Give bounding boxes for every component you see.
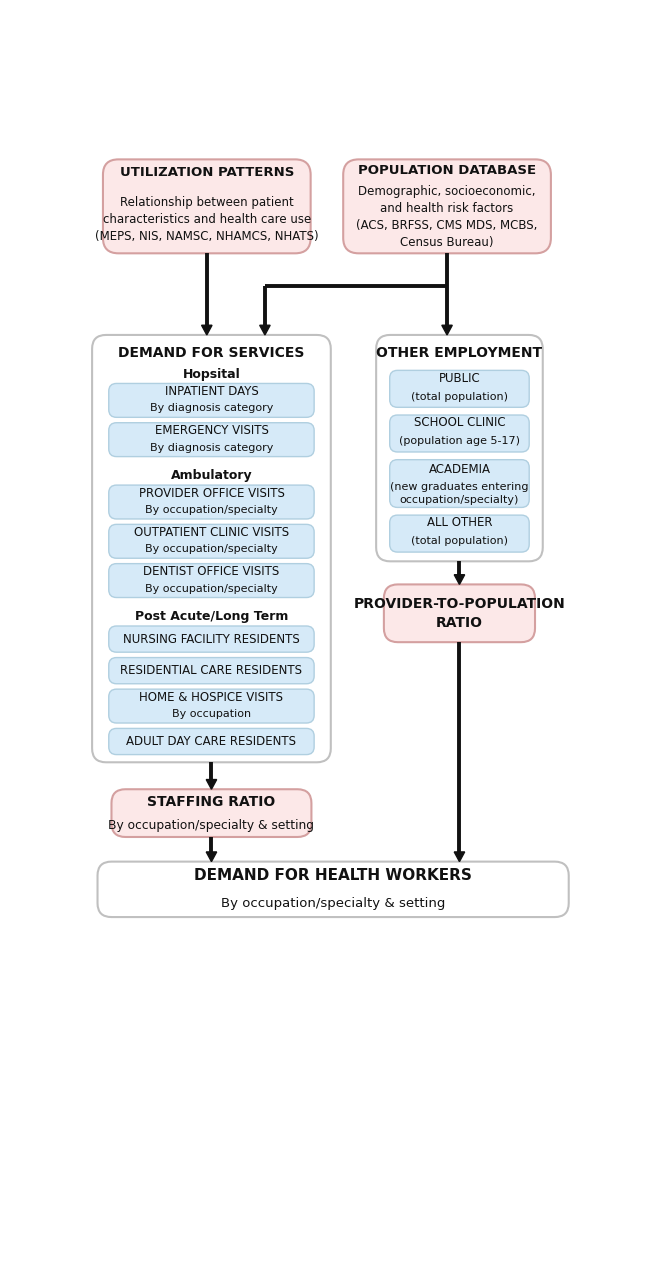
FancyBboxPatch shape: [109, 422, 314, 456]
FancyBboxPatch shape: [109, 485, 314, 520]
Polygon shape: [260, 325, 270, 335]
Text: RESIDENTIAL CARE RESIDENTS: RESIDENTIAL CARE RESIDENTS: [120, 664, 302, 678]
FancyBboxPatch shape: [390, 370, 529, 407]
FancyBboxPatch shape: [109, 525, 314, 559]
FancyBboxPatch shape: [390, 415, 529, 453]
Polygon shape: [442, 325, 452, 335]
Text: ADULT DAY CARE RESIDENTS: ADULT DAY CARE RESIDENTS: [127, 734, 296, 748]
Text: POPULATION DATABASE: POPULATION DATABASE: [358, 163, 536, 177]
Text: INPATIENT DAYS: INPATIENT DAYS: [164, 386, 258, 398]
Text: OUTPATIENT CLINIC VISITS: OUTPATIENT CLINIC VISITS: [134, 526, 289, 538]
Text: UTILIZATION PATTERNS: UTILIZATION PATTERNS: [120, 166, 294, 179]
Text: STAFFING RATIO: STAFFING RATIO: [148, 795, 276, 809]
Text: DEMAND FOR HEALTH WORKERS: DEMAND FOR HEALTH WORKERS: [194, 868, 472, 884]
Polygon shape: [206, 852, 216, 862]
FancyBboxPatch shape: [109, 626, 314, 652]
Text: PROVIDER-TO-POPULATION
RATIO: PROVIDER-TO-POPULATION RATIO: [354, 597, 566, 629]
FancyBboxPatch shape: [109, 383, 314, 417]
FancyBboxPatch shape: [103, 159, 311, 253]
Text: By occupation/specialty & setting: By occupation/specialty & setting: [109, 819, 315, 832]
Text: NURSING FACILITY RESIDENTS: NURSING FACILITY RESIDENTS: [123, 632, 300, 646]
Polygon shape: [454, 852, 465, 862]
Polygon shape: [454, 575, 465, 584]
Text: HOME & HOSPICE VISITS: HOME & HOSPICE VISITS: [140, 690, 283, 704]
FancyBboxPatch shape: [343, 159, 551, 253]
Text: ALL OTHER: ALL OTHER: [426, 517, 492, 530]
Text: By occupation/specialty: By occupation/specialty: [145, 545, 278, 554]
FancyBboxPatch shape: [109, 689, 314, 723]
Text: By occupation/specialty: By occupation/specialty: [145, 506, 278, 514]
FancyBboxPatch shape: [376, 335, 543, 561]
Text: By diagnosis category: By diagnosis category: [150, 403, 273, 413]
FancyBboxPatch shape: [390, 460, 529, 507]
FancyBboxPatch shape: [112, 789, 311, 837]
Text: (total population): (total population): [411, 392, 508, 402]
Text: By diagnosis category: By diagnosis category: [150, 442, 273, 453]
Text: (new graduates entering
occupation/specialty): (new graduates entering occupation/speci…: [390, 483, 528, 504]
FancyBboxPatch shape: [109, 564, 314, 598]
Text: Post Acute/Long Term: Post Acute/Long Term: [135, 611, 288, 623]
Text: Hopsital: Hopsital: [183, 368, 240, 380]
Text: (population age 5-17): (population age 5-17): [399, 436, 520, 446]
Text: DENTIST OFFICE VISITS: DENTIST OFFICE VISITS: [144, 565, 280, 578]
Text: By occupation/specialty: By occupation/specialty: [145, 584, 278, 594]
Polygon shape: [206, 780, 216, 789]
Text: DEMAND FOR SERVICES: DEMAND FOR SERVICES: [118, 345, 305, 360]
Text: OTHER EMPLOYMENT: OTHER EMPLOYMENT: [376, 345, 543, 360]
FancyBboxPatch shape: [109, 657, 314, 684]
FancyBboxPatch shape: [98, 862, 569, 918]
Text: SCHOOL CLINIC: SCHOOL CLINIC: [413, 416, 505, 430]
FancyBboxPatch shape: [92, 335, 331, 762]
FancyBboxPatch shape: [390, 516, 529, 552]
Text: Relationship between patient
characteristics and health care use
(MEPS, NIS, NAM: Relationship between patient characteris…: [95, 196, 318, 243]
Text: (total population): (total population): [411, 536, 508, 546]
Text: Demographic, socioeconomic,
and health risk factors
(ACS, BRFSS, CMS MDS, MCBS,
: Demographic, socioeconomic, and health r…: [356, 185, 538, 249]
Text: ACADEMIA: ACADEMIA: [428, 463, 491, 477]
Text: PUBLIC: PUBLIC: [439, 372, 480, 384]
Text: EMERGENCY VISITS: EMERGENCY VISITS: [155, 425, 268, 437]
FancyBboxPatch shape: [109, 728, 314, 755]
Polygon shape: [202, 325, 212, 335]
FancyBboxPatch shape: [384, 584, 535, 642]
Text: By occupation: By occupation: [172, 709, 251, 719]
Text: PROVIDER OFFICE VISITS: PROVIDER OFFICE VISITS: [138, 487, 285, 499]
Text: Ambulatory: Ambulatory: [171, 469, 252, 483]
Text: By occupation/specialty & setting: By occupation/specialty & setting: [221, 896, 445, 910]
